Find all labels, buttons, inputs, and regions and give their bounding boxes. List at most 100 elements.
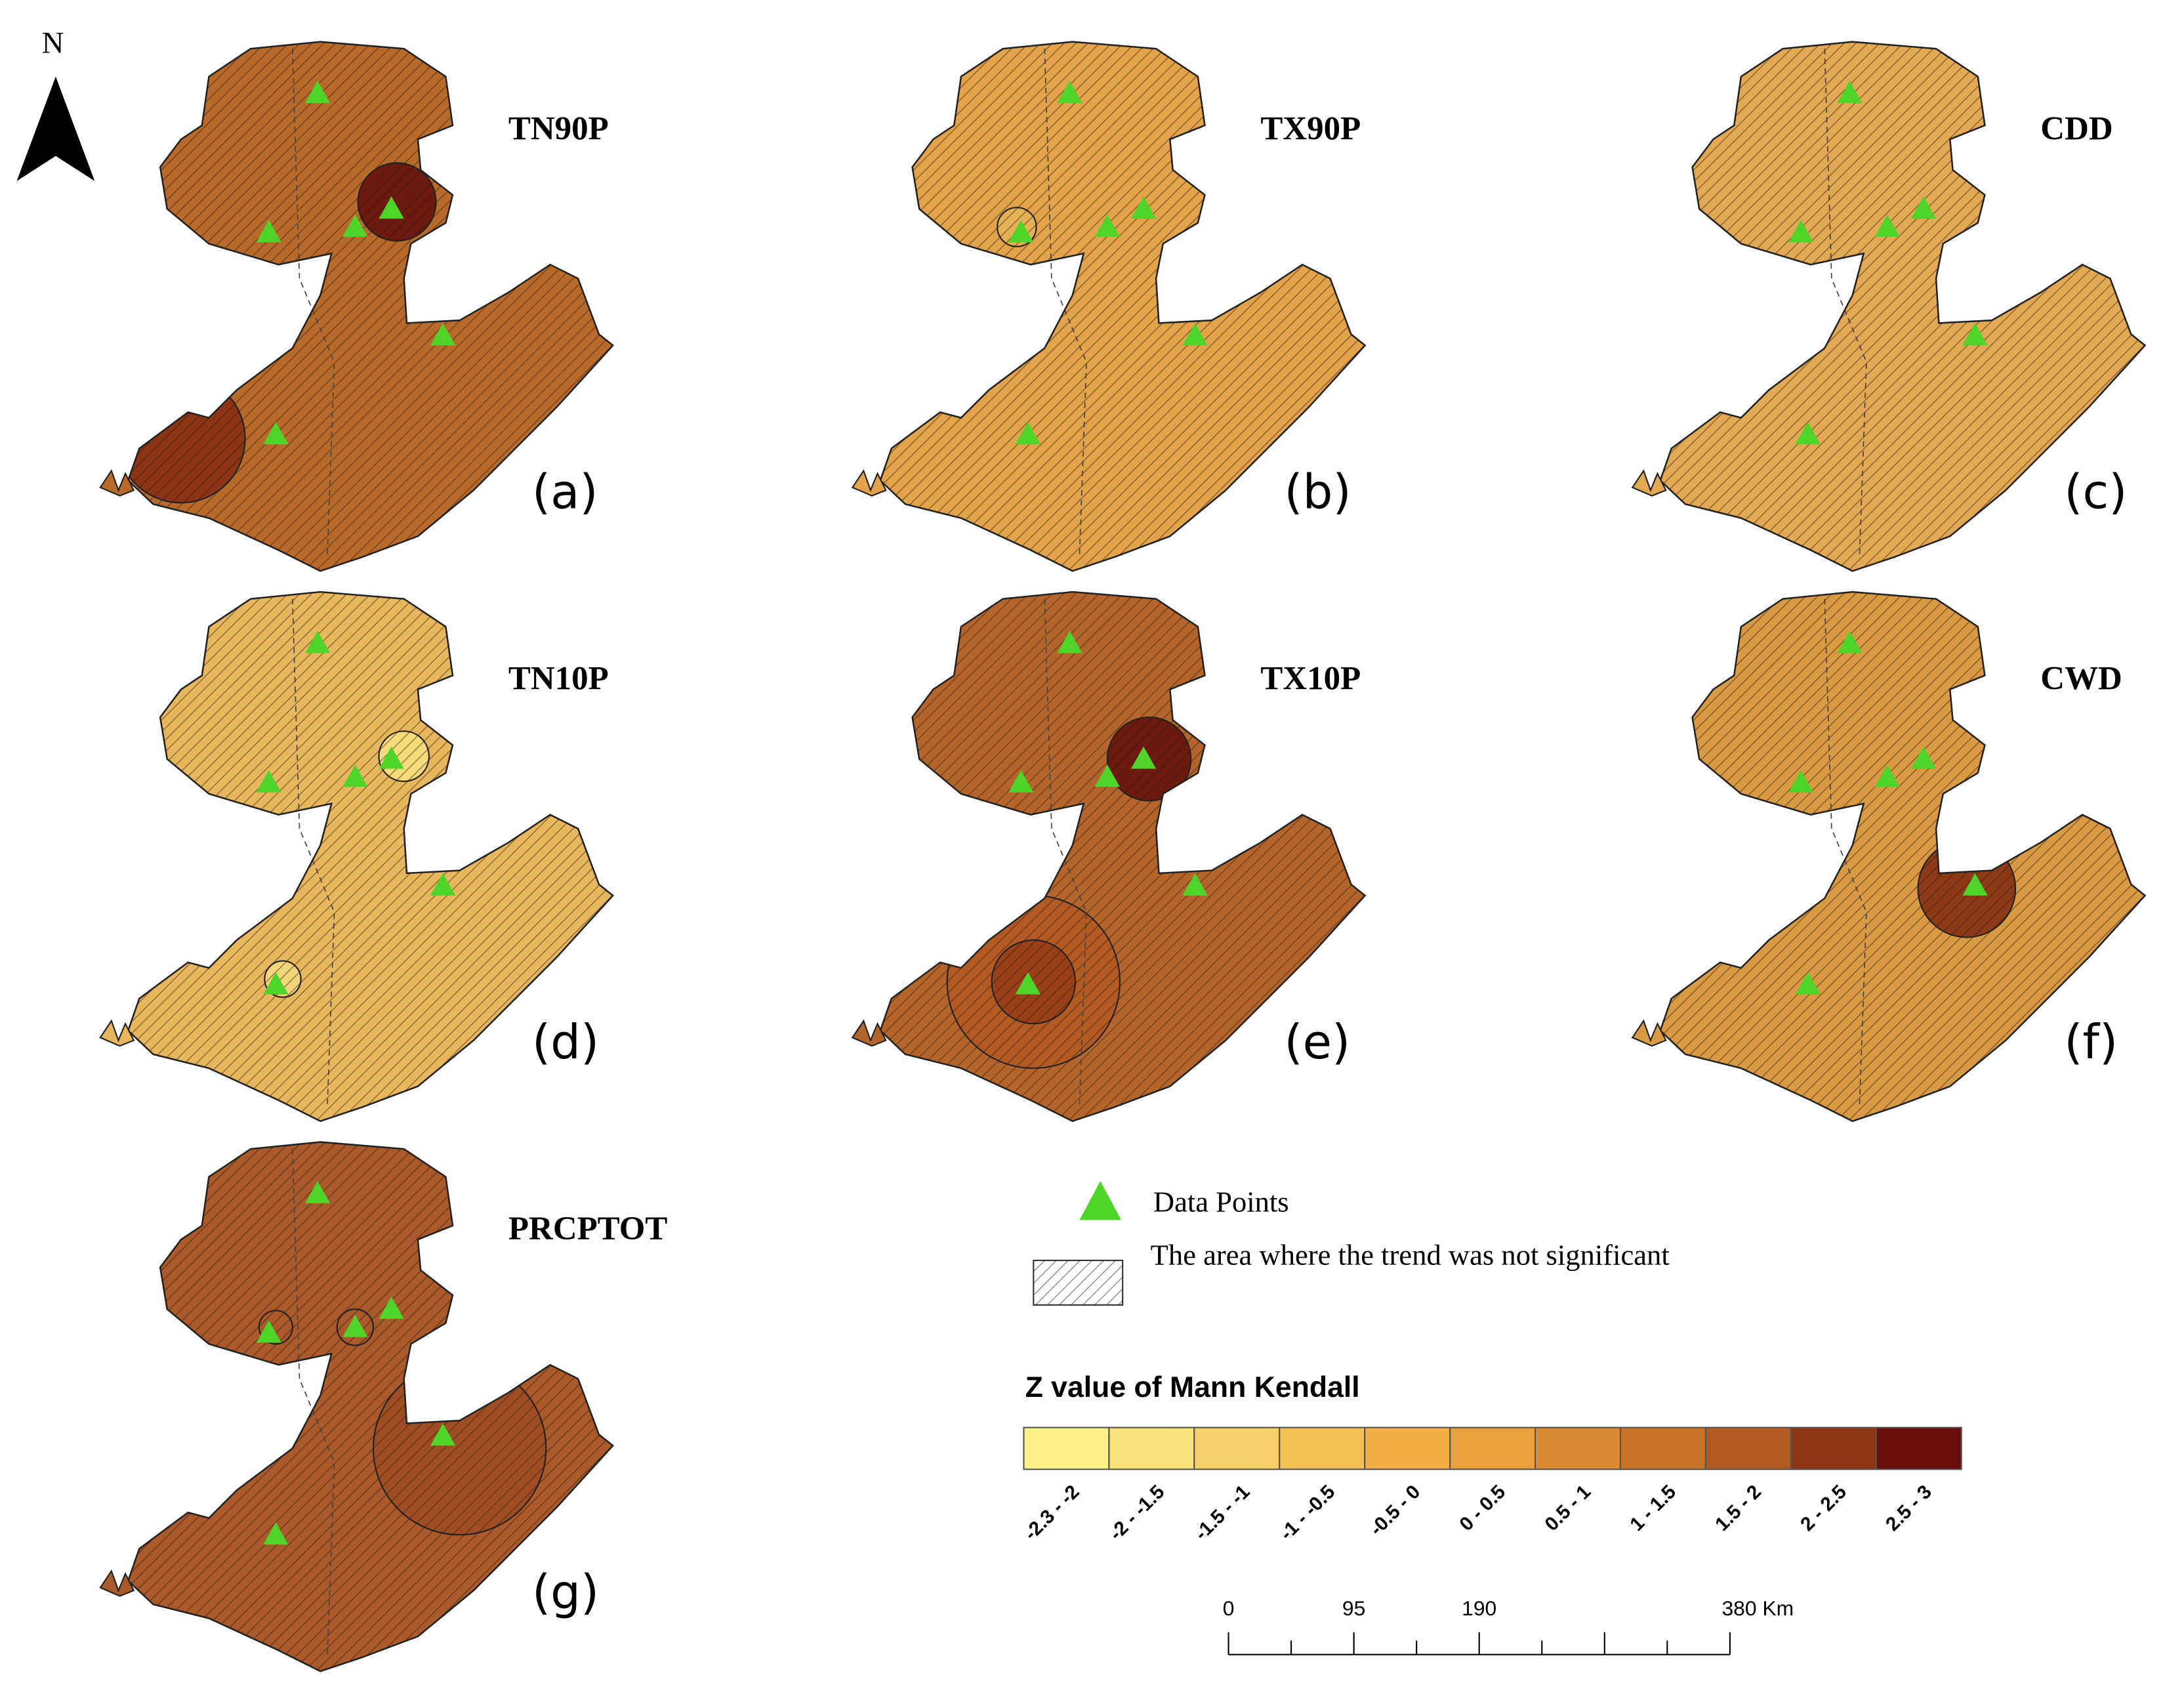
data-point [1182, 873, 1208, 896]
data-point [304, 631, 331, 654]
map-panel: TN90P (a) [99, 41, 614, 572]
class-swatch [1193, 1426, 1281, 1470]
data-point [430, 323, 456, 346]
data-point [1094, 764, 1120, 787]
data-point [256, 770, 281, 793]
panel-title: CDD [2040, 110, 2112, 147]
class-label: -0.5 - 0 [1365, 1481, 1424, 1540]
panel-title: CWD [2040, 661, 2122, 697]
data-point [1962, 323, 1988, 346]
legend-hatch [1033, 1260, 1123, 1305]
class-swatch [1704, 1426, 1792, 1470]
legend-not-significant: The area where the trend was not signifi… [1150, 1238, 1670, 1272]
island [851, 469, 887, 497]
class-label: -2.3 - -2 [1020, 1481, 1084, 1545]
data-point [1057, 631, 1082, 654]
map-panel: TX90P (b) [851, 41, 1366, 572]
data-point [1874, 764, 1900, 787]
scale-label: 95 [1342, 1596, 1365, 1620]
data-point [1962, 873, 1988, 896]
boundary [1044, 49, 1087, 558]
class-label: 0.5 - 1 [1540, 1481, 1595, 1535]
class-swatch [1535, 1426, 1622, 1470]
data-point [304, 1180, 331, 1203]
map-panel: CWD (f) [1631, 591, 2146, 1122]
data-point [1837, 631, 1863, 654]
panel-label: (f) [2064, 1015, 2118, 1070]
panel-title: TN10P [508, 661, 609, 697]
data-point [1015, 422, 1040, 445]
scale-label: 190 [1462, 1596, 1496, 1620]
panel-title: TN90P [508, 110, 609, 147]
island [99, 469, 135, 497]
class-swatch [1108, 1426, 1195, 1470]
scale-label: 0 [1223, 1596, 1235, 1620]
class-swatch [1449, 1426, 1536, 1470]
panel-label: (b) [1284, 465, 1351, 520]
legend: Data Points The area where the trend was… [1020, 1180, 1962, 1545]
data-point [1130, 196, 1157, 219]
class-swatch [1790, 1426, 1877, 1470]
panel-label: (d) [532, 1015, 599, 1070]
data-point [263, 1522, 289, 1545]
panel-title: TX90P [1260, 110, 1361, 147]
north-arrow [16, 76, 95, 181]
boundary [1824, 49, 1867, 558]
data-point [379, 196, 404, 219]
map-panel: PRCPTOT (g) [99, 1141, 668, 1672]
class-swatch [1279, 1426, 1366, 1470]
class-label: -2 - -1.5 [1105, 1481, 1169, 1545]
scale-bar: 0 95 190 380 Km [1223, 1596, 1794, 1655]
class-label: 0 - 0.5 [1455, 1481, 1510, 1535]
north-label: N [42, 26, 64, 60]
data-point [1788, 770, 1814, 793]
class-label: 1.5 - 2 [1711, 1481, 1765, 1535]
data-point [1130, 746, 1157, 769]
data-point [1094, 214, 1120, 237]
boundary [291, 1149, 335, 1657]
class-swatch [1619, 1426, 1706, 1470]
class-label: 2.5 - 3 [1882, 1481, 1936, 1535]
panel-label: (a) [532, 465, 598, 520]
panel-label: (g) [532, 1566, 599, 1621]
panel-label: (e) [1284, 1015, 1350, 1070]
class-label: 2 - 2.5 [1796, 1481, 1851, 1535]
legend-not-significant-box: The area where the trend was not signifi… [1150, 1238, 1670, 1272]
boundary [291, 598, 335, 1108]
data-point [342, 764, 368, 787]
class-label: -1.5 - -1 [1191, 1481, 1254, 1545]
boundary [291, 49, 335, 558]
panel-label: (c) [2064, 465, 2127, 520]
data-point [256, 220, 281, 243]
map-panel: TX10P (e) [851, 591, 1366, 1122]
legend-point-symbol [1079, 1180, 1122, 1220]
data-point [379, 1297, 404, 1319]
data-point [1910, 196, 1937, 219]
map-panel: TN10P (d) [99, 591, 614, 1122]
panel-title: TX10P [1260, 661, 1361, 697]
data-point [342, 214, 368, 237]
island [851, 1019, 887, 1047]
island [1631, 1019, 1667, 1047]
data-point [304, 81, 331, 104]
panel-title: PRCPTOT [508, 1211, 668, 1247]
data-point [263, 972, 289, 995]
data-point [256, 1320, 281, 1343]
data-point [342, 1314, 368, 1337]
map-panel: CDD (c) [1631, 41, 2146, 572]
legend-data-points: Data Points [1153, 1186, 1289, 1218]
class-swatch [1875, 1426, 1962, 1470]
boundary [1824, 598, 1867, 1108]
data-point [430, 873, 456, 896]
scale-label: 380 Km [1721, 1596, 1794, 1620]
island [99, 1569, 135, 1597]
data-point [1837, 81, 1863, 104]
legend-title: Z value of Mann Kendall [1025, 1371, 1360, 1403]
class-label: -1 - -0.5 [1276, 1481, 1340, 1545]
data-point [430, 1423, 456, 1446]
data-point [1910, 746, 1937, 769]
data-point [1788, 220, 1814, 243]
data-point [1795, 422, 1821, 445]
data-point [263, 422, 289, 445]
